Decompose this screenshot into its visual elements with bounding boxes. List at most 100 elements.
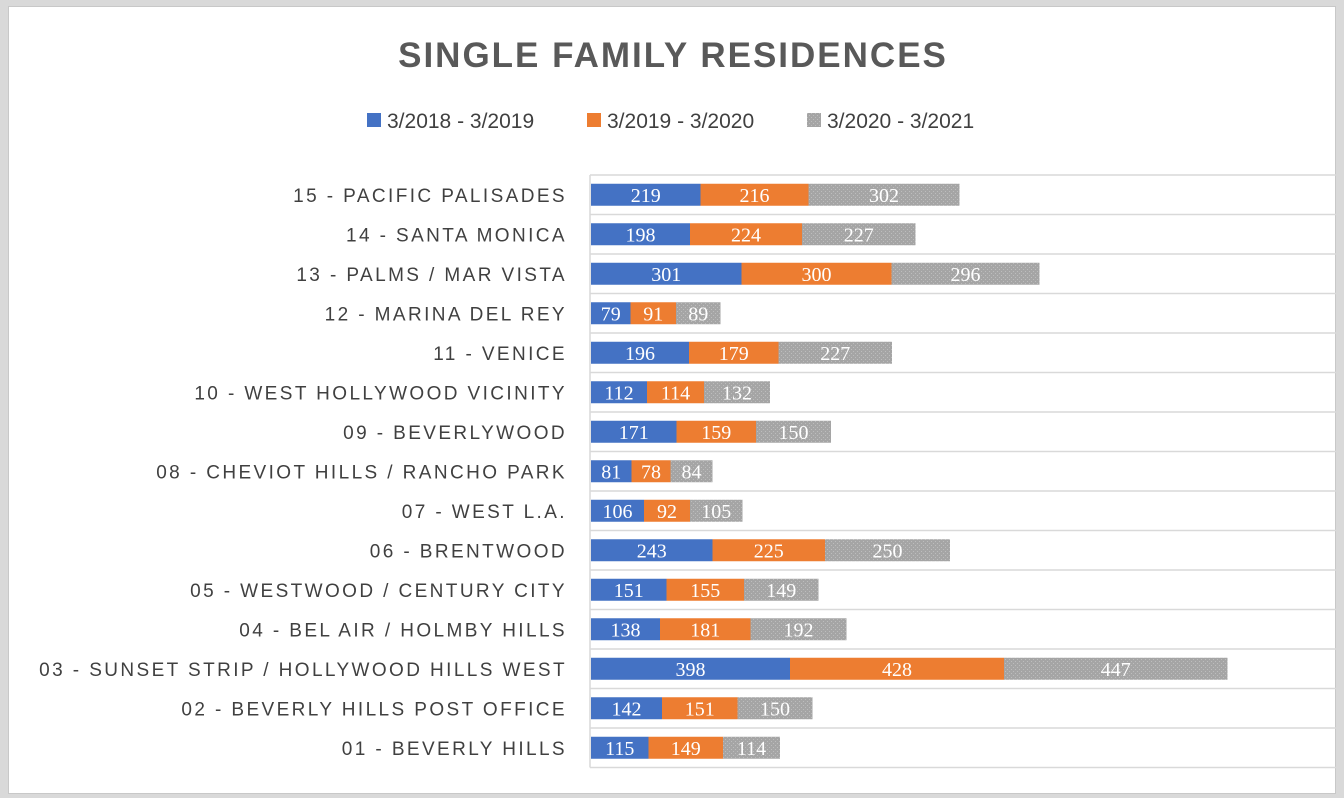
data-label-13-palms-mar-vista-series-2: 300	[802, 264, 832, 286]
bar-04-bel-air-holmby-hills-series-2	[660, 618, 751, 641]
category-label-15-pacific-palisades: 15 - PACIFIC PALISADES	[293, 186, 567, 207]
data-label-12-marina-del-rey-series-3: 89	[688, 303, 708, 325]
data-label-08-cheviot-hills-rancho-park-series-2: 78	[641, 461, 661, 483]
legend-swatch-2	[587, 113, 601, 127]
data-label-15-pacific-palisades-series-1: 219	[631, 185, 661, 207]
legend-swatch-3	[807, 113, 821, 127]
data-label-09-beverlywood-series-2: 159	[701, 422, 731, 444]
data-label-05-westwood-century-city-series-1: 151	[614, 580, 644, 602]
data-label-04-bel-air-holmby-hills-series-1: 138	[611, 619, 641, 641]
data-label-07-west-l-a-series-3: 105	[701, 501, 731, 523]
data-label-09-beverlywood-series-3: 150	[779, 422, 809, 444]
data-label-01-beverly-hills-series-3: 114	[737, 738, 766, 760]
legend-label-3: 3/2020 - 3/2021	[827, 110, 974, 133]
data-label-12-marina-del-rey-series-2: 91	[643, 303, 663, 325]
data-label-10-west-hollywood-vicinity-series-2: 114	[661, 382, 690, 404]
category-label-10-west-hollywood-vicinity: 10 - WEST HOLLYWOOD VICINITY	[194, 383, 567, 404]
data-label-07-west-l-a-series-2: 92	[657, 501, 677, 523]
category-label-13-palms-mar-vista: 13 - PALMS / MAR VISTA	[296, 265, 567, 286]
bar-06-brentwood-series-2	[712, 539, 825, 562]
data-label-02-beverly-hills-post-office-series-1: 142	[612, 698, 642, 720]
bar-03-sunset-strip-hollywood-hills-west-series-1	[591, 657, 790, 680]
bar-15-pacific-palisades-series-1	[591, 183, 701, 206]
bar-10-west-hollywood-vicinity-series-1	[591, 381, 647, 404]
data-label-13-palms-mar-vista-series-3: 296	[951, 264, 981, 286]
bar-05-westwood-century-city-series-1	[591, 578, 667, 601]
bar-09-beverlywood-series-3	[756, 420, 831, 443]
category-labels: 15 - PACIFIC PALISADES 14 - SANTA MONICA 1…	[39, 186, 567, 760]
bar-13-palms-mar-vista-series-2	[741, 262, 892, 285]
bar-03-sunset-strip-hollywood-hills-west-series-2	[790, 657, 1004, 680]
bar-15-pacific-palisades-series-3	[808, 183, 960, 206]
category-label-01-beverly-hills: 01 - BEVERLY HILLS	[342, 739, 567, 760]
bar-07-west-l-a-series-3	[690, 499, 743, 522]
bar-02-beverly-hills-post-office-series-1	[591, 697, 662, 720]
data-label-07-west-l-a-series-1: 106	[603, 501, 633, 523]
chart-canvas: SINGLE FAMILY RESIDENCES 3/2018 - 3/2019…	[39, 36, 1337, 769]
data-label-08-cheviot-hills-rancho-park-series-3: 84	[682, 461, 702, 483]
chart-bars	[591, 183, 1228, 759]
chart-grid	[589, 174, 1337, 769]
bar-05-westwood-century-city-series-2	[666, 578, 744, 601]
data-label-06-brentwood-series-1: 243	[637, 540, 667, 562]
category-label-04-bel-air-holmby-hills: 04 - BEL AIR / HOLMBY HILLS	[239, 620, 567, 641]
bar-12-marina-del-rey-series-1	[591, 302, 631, 325]
bar-14-santa-monica-series-3	[802, 223, 916, 246]
data-label-03-sunset-strip-hollywood-hills-west-series-1: 398	[676, 659, 706, 681]
value-labels: 219 216 302 198 224 227 301 300 296 79 91 89 196 179 2…	[601, 185, 1131, 760]
data-label-03-sunset-strip-hollywood-hills-west-series-2: 428	[882, 659, 912, 681]
data-label-01-beverly-hills-series-2: 149	[671, 738, 701, 760]
data-label-05-westwood-century-city-series-2: 155	[690, 580, 720, 602]
bar-07-west-l-a-series-2	[644, 499, 690, 522]
data-label-15-pacific-palisades-series-3: 302	[869, 185, 899, 207]
data-label-13-palms-mar-vista-series-1: 301	[651, 264, 681, 286]
bar-01-beverly-hills-series-1	[591, 736, 649, 759]
bar-02-beverly-hills-post-office-series-2	[662, 697, 738, 720]
data-label-11-venice-series-2: 179	[719, 343, 749, 365]
data-label-14-santa-monica-series-2: 224	[731, 224, 761, 246]
data-label-12-marina-del-rey-series-1: 79	[601, 303, 621, 325]
data-label-14-santa-monica-series-3: 227	[844, 224, 874, 246]
data-label-01-beverly-hills-series-1: 115	[605, 738, 634, 760]
category-label-08-cheviot-hills-rancho-park: 08 - CHEVIOT HILLS / RANCHO PARK	[156, 462, 567, 483]
bar-14-santa-monica-series-2	[690, 223, 802, 246]
bar-01-beverly-hills-series-3	[723, 736, 780, 759]
data-label-02-beverly-hills-post-office-series-2: 151	[685, 698, 715, 720]
category-label-03-sunset-strip-hollywood-hills-west: 03 - SUNSET STRIP / HOLLYWOOD HILLS WEST	[39, 660, 567, 681]
category-label-02-beverly-hills-post-office: 02 - BEVERLY HILLS POST OFFICE	[181, 699, 567, 720]
chart-title: SINGLE FAMILY RESIDENCES	[398, 36, 948, 75]
data-label-04-bel-air-holmby-hills-series-3: 192	[784, 619, 814, 641]
bar-03-sunset-strip-hollywood-hills-west-series-3	[1004, 657, 1228, 680]
category-label-14-santa-monica: 14 - SANTA MONICA	[346, 225, 567, 246]
category-label-09-beverlywood: 09 - BEVERLYWOOD	[343, 423, 567, 444]
data-label-10-west-hollywood-vicinity-series-3: 132	[722, 382, 752, 404]
legend-label-1: 3/2018 - 3/2019	[387, 110, 534, 133]
bar-06-brentwood-series-3	[825, 539, 950, 562]
bar-01-beverly-hills-series-2	[648, 736, 723, 759]
data-label-04-bel-air-holmby-hills-series-2: 181	[690, 619, 720, 641]
data-label-06-brentwood-series-3: 250	[873, 540, 903, 562]
category-label-12-marina-del-rey: 12 - MARINA DEL REY	[325, 304, 567, 325]
chart-frame: SINGLE FAMILY RESIDENCES 3/2018 - 3/2019…	[8, 6, 1337, 794]
bar-11-venice-series-1	[591, 341, 689, 364]
bar-15-pacific-palisades-series-2	[700, 183, 809, 206]
bar-07-west-l-a-series-1	[591, 499, 644, 522]
bar-10-west-hollywood-vicinity-series-2	[647, 381, 704, 404]
bar-08-cheviot-hills-rancho-park-series-3	[670, 460, 713, 483]
bar-05-westwood-century-city-series-3	[744, 578, 819, 601]
data-label-09-beverlywood-series-1: 171	[619, 422, 649, 444]
data-label-11-venice-series-1: 196	[625, 343, 655, 365]
data-label-10-west-hollywood-vicinity-series-1: 112	[604, 382, 633, 404]
bar-12-marina-del-rey-series-3	[676, 302, 721, 325]
data-label-05-westwood-century-city-series-3: 149	[766, 580, 796, 602]
data-label-11-venice-series-3: 227	[820, 343, 850, 365]
bar-02-beverly-hills-post-office-series-3	[737, 697, 813, 720]
bar-13-palms-mar-vista-series-1	[591, 262, 742, 285]
data-label-15-pacific-palisades-series-2: 216	[740, 185, 770, 207]
bar-13-palms-mar-vista-series-3	[891, 262, 1040, 285]
category-label-11-venice: 11 - VENICE	[433, 344, 567, 365]
bar-11-venice-series-2	[689, 341, 779, 364]
bar-14-santa-monica-series-1	[591, 223, 690, 246]
data-label-14-santa-monica-series-1: 198	[626, 224, 656, 246]
bar-10-west-hollywood-vicinity-series-3	[704, 381, 770, 404]
